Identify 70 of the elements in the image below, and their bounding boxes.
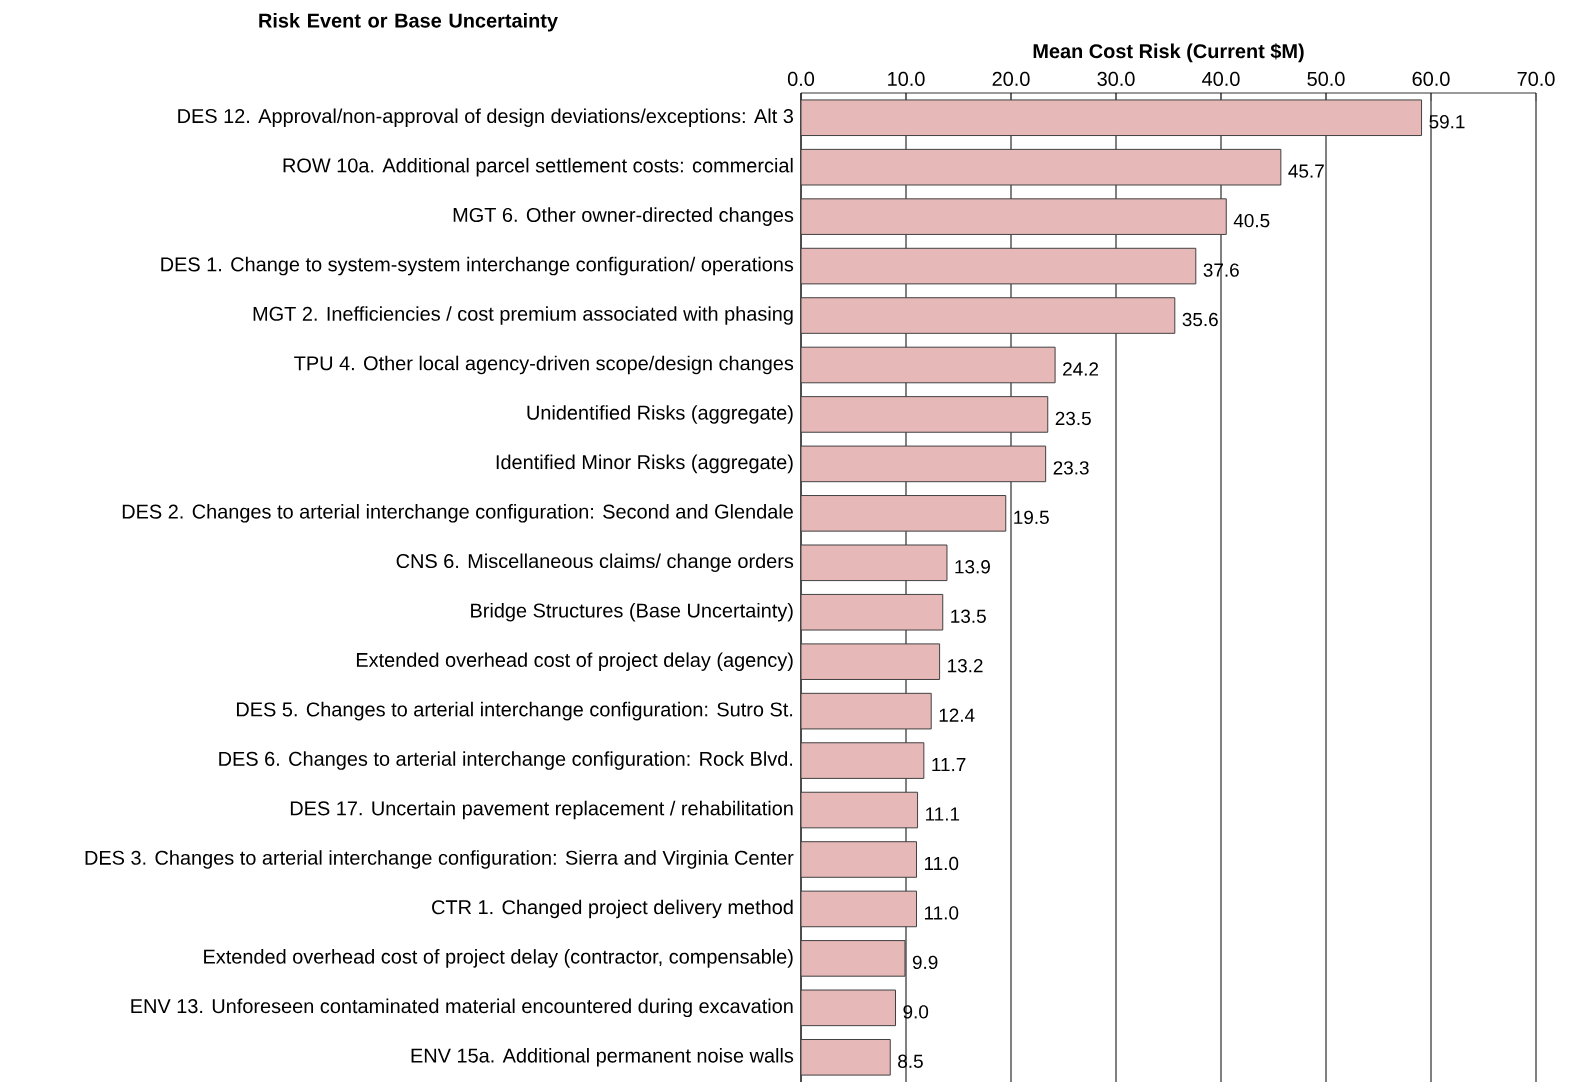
bar	[800, 1038, 891, 1076]
data-label: 9.0	[903, 1004, 929, 1019]
y-tick-label: Extended overhead cost of project delay (contractor, compensable)	[204, 948, 793, 968]
x-tick-label: 40.0	[1202, 71, 1240, 86]
y-tick-label: ROW 10a. Additional parcel settlement costs: commercial	[283, 157, 793, 177]
data-label: 8.5	[898, 1054, 923, 1068]
data-label: 37.6	[1203, 263, 1239, 277]
bar	[800, 346, 1056, 384]
x-tick-label: 0.0	[787, 71, 815, 86]
data-label: 13.9	[955, 559, 990, 574]
x-axis-title: Mean Cost Risk (Current $M)	[1033, 42, 1304, 62]
y-tick-label: DES 6. Changes to arterial interchange configuration: Rock Blvd.	[219, 751, 793, 770]
bar	[800, 296, 1176, 334]
bar	[800, 791, 919, 829]
data-label: 9.9	[912, 955, 938, 969]
bar	[800, 445, 1047, 482]
bar	[800, 939, 906, 977]
x-tick-label: 50.0	[1307, 71, 1345, 86]
data-label: 59.1	[1429, 114, 1465, 129]
data-label: 11.0	[924, 856, 959, 870]
y-tick-label: Identified Minor Risks (aggregate)	[496, 454, 793, 473]
bar	[800, 840, 917, 878]
y-tick-label: Unidentified Risks (aggregate)	[527, 404, 793, 424]
y-tick-label: Bridge Structures (Base Uncertainty)	[471, 602, 793, 622]
y-tick-label: ENV 15a. Additional permanent noise walls	[411, 1047, 794, 1067]
y-tick-label: CTR 1. Changed project delivery method	[432, 899, 793, 918]
bar	[800, 395, 1049, 433]
y-tick-label: TPU 4. Other local agency-driven scope/design changes	[294, 355, 794, 375]
bar	[800, 198, 1227, 235]
data-label: 11.0	[924, 905, 959, 920]
bar	[800, 643, 941, 680]
bar	[800, 692, 932, 730]
x-tick-label: 10.0	[888, 71, 925, 86]
y-tick-label: MGT 2. Inefficiencies / cost premium associated with phasing	[253, 306, 793, 325]
x-tick-label: 30.0	[1097, 71, 1135, 86]
bar	[800, 544, 948, 581]
data-label: 23.5	[1055, 411, 1091, 425]
data-label: 35.6	[1182, 312, 1218, 326]
y-tick-label: Extended overhead cost of project delay (agency)	[356, 652, 793, 671]
bar	[800, 99, 1423, 136]
y-tick-label: CNS 6. Miscellaneous claims/ change orders	[396, 553, 794, 572]
x-tick-label: 70.0	[1517, 71, 1555, 86]
data-label: 24.2	[1063, 362, 1099, 376]
data-label: 11.1	[926, 807, 960, 821]
y-tick-label: DES 17. Uncertain pavement replacement / rehabilitation	[290, 800, 793, 820]
y-tick-label: DES 2. Changes to arterial interchange configuration: Second and Glendale	[122, 503, 793, 523]
x-tick-label: 20.0	[992, 71, 1030, 86]
bar	[800, 890, 917, 927]
y-tick-label: DES 1. Change to system-system interchange configuration/ operations	[161, 256, 794, 276]
bar	[800, 148, 1282, 186]
data-label: 12.4	[939, 708, 975, 722]
data-label: 11.7	[932, 757, 966, 771]
x-tick-label: 60.0	[1412, 71, 1450, 86]
bar	[800, 742, 925, 779]
bar	[800, 593, 944, 631]
data-label: 19.5	[1014, 510, 1049, 524]
y-tick-label: DES 3. Changes to arterial interchange configuration: Sierra and Virginia Center	[85, 849, 794, 869]
data-label: 13.5	[951, 609, 986, 623]
bar	[800, 494, 1007, 532]
data-label: 13.2	[948, 658, 983, 673]
y-tick-label: MGT 6. Other owner-directed changes	[453, 207, 794, 226]
data-label: 45.7	[1288, 164, 1324, 178]
y-tick-label: DES 12. Approval/non-approval of design deviations/exceptions: Alt 3	[178, 108, 793, 127]
bar	[800, 247, 1197, 285]
data-label: 40.5	[1233, 213, 1270, 228]
bar	[800, 989, 896, 1026]
y-tick-label: DES 5. Changes to arterial interchange configuration: Sutro St.	[236, 701, 793, 721]
y-axis-title: Risk Event or Base Uncertainty	[259, 12, 558, 32]
y-tick-label: ENV 13. Unforeseen contaminated material encountered during excavation	[131, 998, 793, 1017]
data-label: 23.3	[1053, 460, 1089, 475]
